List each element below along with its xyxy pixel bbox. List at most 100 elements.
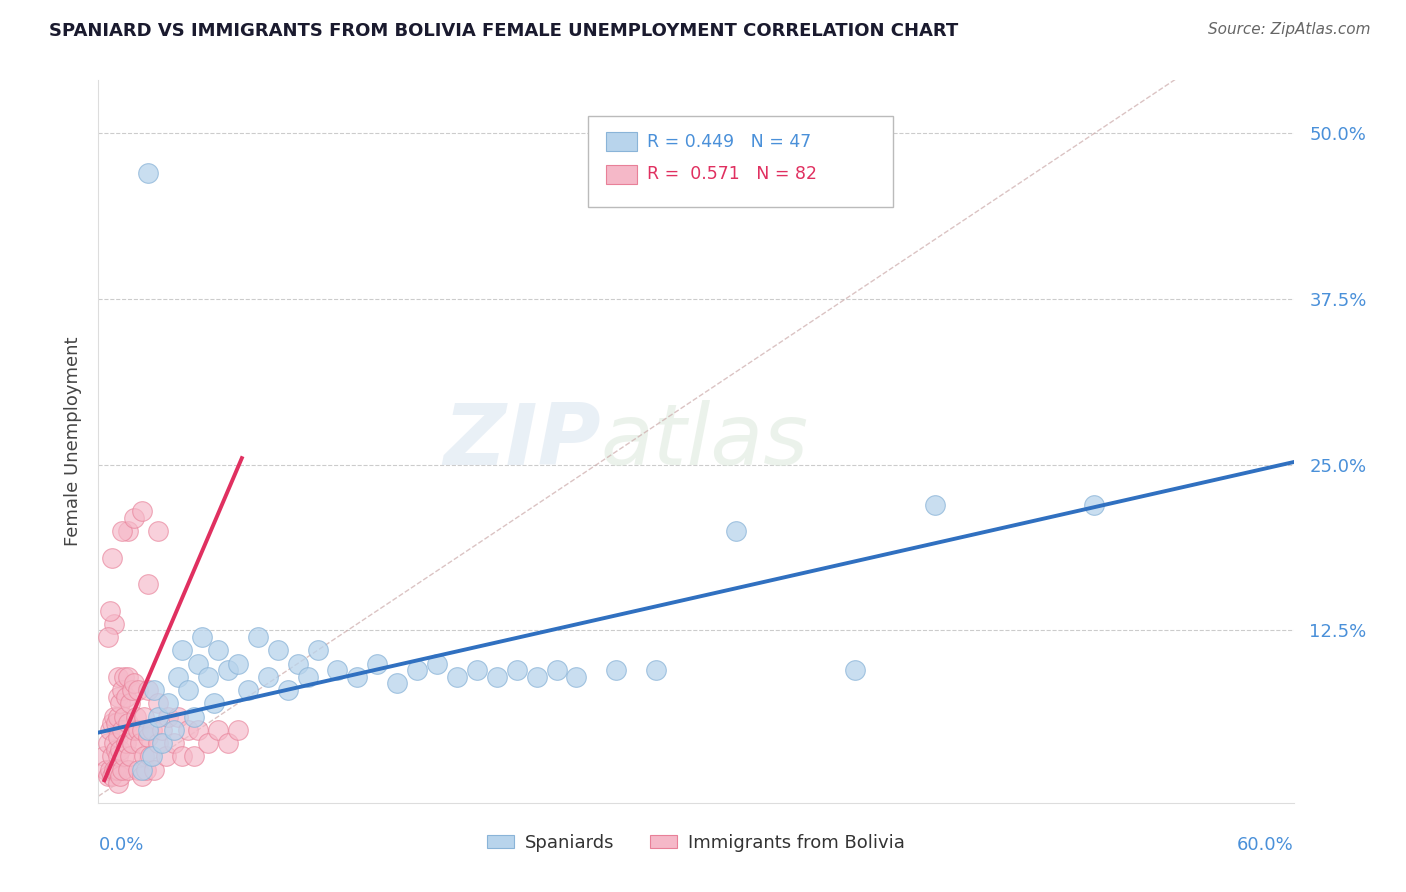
Point bbox=[110, 743, 132, 757]
Point bbox=[127, 723, 149, 737]
Point bbox=[1083, 498, 1105, 512]
Text: R = 0.449   N = 47: R = 0.449 N = 47 bbox=[647, 133, 811, 151]
Point bbox=[183, 749, 205, 764]
Point bbox=[127, 683, 149, 698]
Point bbox=[117, 670, 139, 684]
Point bbox=[97, 630, 120, 644]
Text: 0.0%: 0.0% bbox=[98, 836, 143, 854]
Point bbox=[157, 697, 180, 711]
Point bbox=[148, 524, 170, 538]
Point bbox=[202, 697, 225, 711]
Point bbox=[150, 723, 173, 737]
Point bbox=[121, 683, 143, 698]
Point bbox=[111, 763, 134, 777]
Point bbox=[172, 749, 194, 764]
Point bbox=[148, 736, 170, 750]
Point bbox=[105, 716, 128, 731]
Point bbox=[107, 730, 129, 744]
Legend: Spaniards, Immigrants from Bolivia: Spaniards, Immigrants from Bolivia bbox=[479, 826, 912, 859]
Point bbox=[217, 663, 239, 677]
FancyBboxPatch shape bbox=[606, 132, 637, 151]
Point bbox=[124, 510, 146, 524]
FancyBboxPatch shape bbox=[606, 165, 637, 184]
Point bbox=[139, 749, 162, 764]
Point bbox=[724, 524, 747, 538]
Point bbox=[307, 643, 329, 657]
Point bbox=[103, 709, 125, 723]
Point bbox=[167, 709, 190, 723]
Point bbox=[136, 577, 159, 591]
Point bbox=[645, 663, 668, 677]
Point bbox=[187, 723, 209, 737]
Point bbox=[217, 736, 239, 750]
Point bbox=[101, 769, 124, 783]
Point bbox=[107, 709, 129, 723]
Point bbox=[167, 670, 190, 684]
Point bbox=[107, 749, 129, 764]
Point bbox=[526, 670, 548, 684]
Point bbox=[93, 749, 115, 764]
Point bbox=[267, 643, 290, 657]
Point bbox=[115, 736, 138, 750]
Point bbox=[246, 630, 269, 644]
Text: R =  0.571   N = 82: R = 0.571 N = 82 bbox=[647, 165, 817, 183]
Point bbox=[107, 690, 129, 704]
Point bbox=[844, 663, 866, 677]
Point bbox=[546, 663, 568, 677]
Point bbox=[101, 550, 124, 565]
Point bbox=[96, 763, 118, 777]
Point bbox=[124, 676, 146, 690]
Point bbox=[177, 683, 200, 698]
Point bbox=[105, 763, 128, 777]
Point bbox=[124, 723, 146, 737]
Point bbox=[485, 670, 508, 684]
Point bbox=[107, 670, 129, 684]
Point bbox=[277, 683, 299, 698]
Y-axis label: Female Unemployment: Female Unemployment bbox=[63, 337, 82, 546]
Point bbox=[172, 643, 194, 657]
Point bbox=[155, 749, 177, 764]
Point bbox=[143, 683, 166, 698]
Point bbox=[187, 657, 209, 671]
Point bbox=[141, 749, 163, 764]
Point bbox=[131, 504, 153, 518]
Point bbox=[112, 670, 135, 684]
Point bbox=[207, 723, 229, 737]
Point bbox=[131, 763, 153, 777]
Point bbox=[125, 709, 148, 723]
Point bbox=[97, 736, 120, 750]
Point bbox=[297, 670, 319, 684]
Point bbox=[207, 643, 229, 657]
Point bbox=[177, 723, 200, 737]
Point bbox=[117, 716, 139, 731]
Point bbox=[136, 730, 159, 744]
Point bbox=[148, 709, 170, 723]
Point bbox=[163, 723, 186, 737]
Point bbox=[197, 670, 219, 684]
Text: 60.0%: 60.0% bbox=[1237, 836, 1294, 854]
Point bbox=[366, 657, 388, 671]
Point bbox=[97, 769, 120, 783]
Point bbox=[111, 683, 134, 698]
Point bbox=[98, 763, 122, 777]
Point bbox=[135, 763, 157, 777]
Point bbox=[98, 723, 122, 737]
Point bbox=[136, 683, 159, 698]
Point bbox=[136, 723, 159, 737]
Point bbox=[163, 736, 186, 750]
Point bbox=[107, 763, 129, 777]
Point bbox=[110, 697, 132, 711]
Point bbox=[98, 603, 122, 617]
Text: atlas: atlas bbox=[600, 400, 808, 483]
Point bbox=[103, 616, 125, 631]
Point bbox=[183, 709, 205, 723]
Point bbox=[141, 723, 163, 737]
Point bbox=[197, 736, 219, 750]
Text: Source: ZipAtlas.com: Source: ZipAtlas.com bbox=[1208, 22, 1371, 37]
Point bbox=[120, 749, 142, 764]
Point bbox=[157, 709, 180, 723]
Point bbox=[150, 736, 173, 750]
Point bbox=[236, 683, 259, 698]
Point bbox=[605, 663, 627, 677]
Point bbox=[103, 763, 125, 777]
